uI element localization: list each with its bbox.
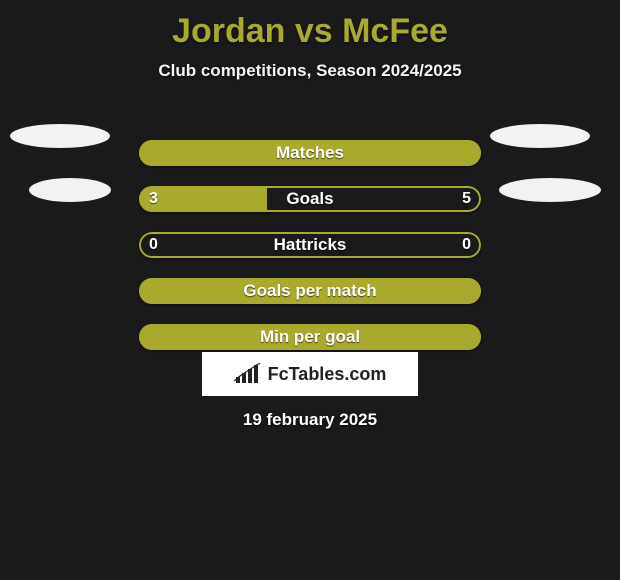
stat-bar: Matches	[139, 140, 481, 166]
logo-content: FcTables.com	[234, 363, 387, 385]
decorative-ellipse	[499, 178, 601, 202]
decorative-ellipse	[29, 178, 111, 202]
bar-left-value: 3	[149, 186, 158, 212]
subtitle: Club competitions, Season 2024/2025	[0, 61, 620, 81]
stat-bar: Hattricks0 0	[139, 232, 481, 258]
bar-label: Matches	[139, 140, 481, 166]
fctables-logo[interactable]: FcTables.com	[202, 352, 418, 396]
bar-chart-icon	[234, 363, 262, 385]
decorative-ellipse	[10, 124, 110, 148]
stat-row: Hattricks0 0	[0, 232, 620, 258]
bar-label: Goals	[139, 186, 481, 212]
stat-row: Min per goal	[0, 324, 620, 350]
bar-right-value: 0	[462, 232, 471, 258]
bar-label: Min per goal	[139, 324, 481, 350]
stat-bar: Min per goal	[139, 324, 481, 350]
bar-right-value: 5	[462, 186, 471, 212]
page-title: Jordan vs McFee	[0, 0, 620, 51]
decorative-ellipse	[490, 124, 590, 148]
bar-left-value: 0	[149, 232, 158, 258]
stat-bar: Goals per match	[139, 278, 481, 304]
bar-label: Hattricks	[139, 232, 481, 258]
bar-label: Goals per match	[139, 278, 481, 304]
stat-row: Goals per match	[0, 278, 620, 304]
stat-bar: Goals3 5	[139, 186, 481, 212]
date-text: 19 february 2025	[0, 410, 620, 430]
logo-label: FcTables.com	[268, 364, 387, 385]
